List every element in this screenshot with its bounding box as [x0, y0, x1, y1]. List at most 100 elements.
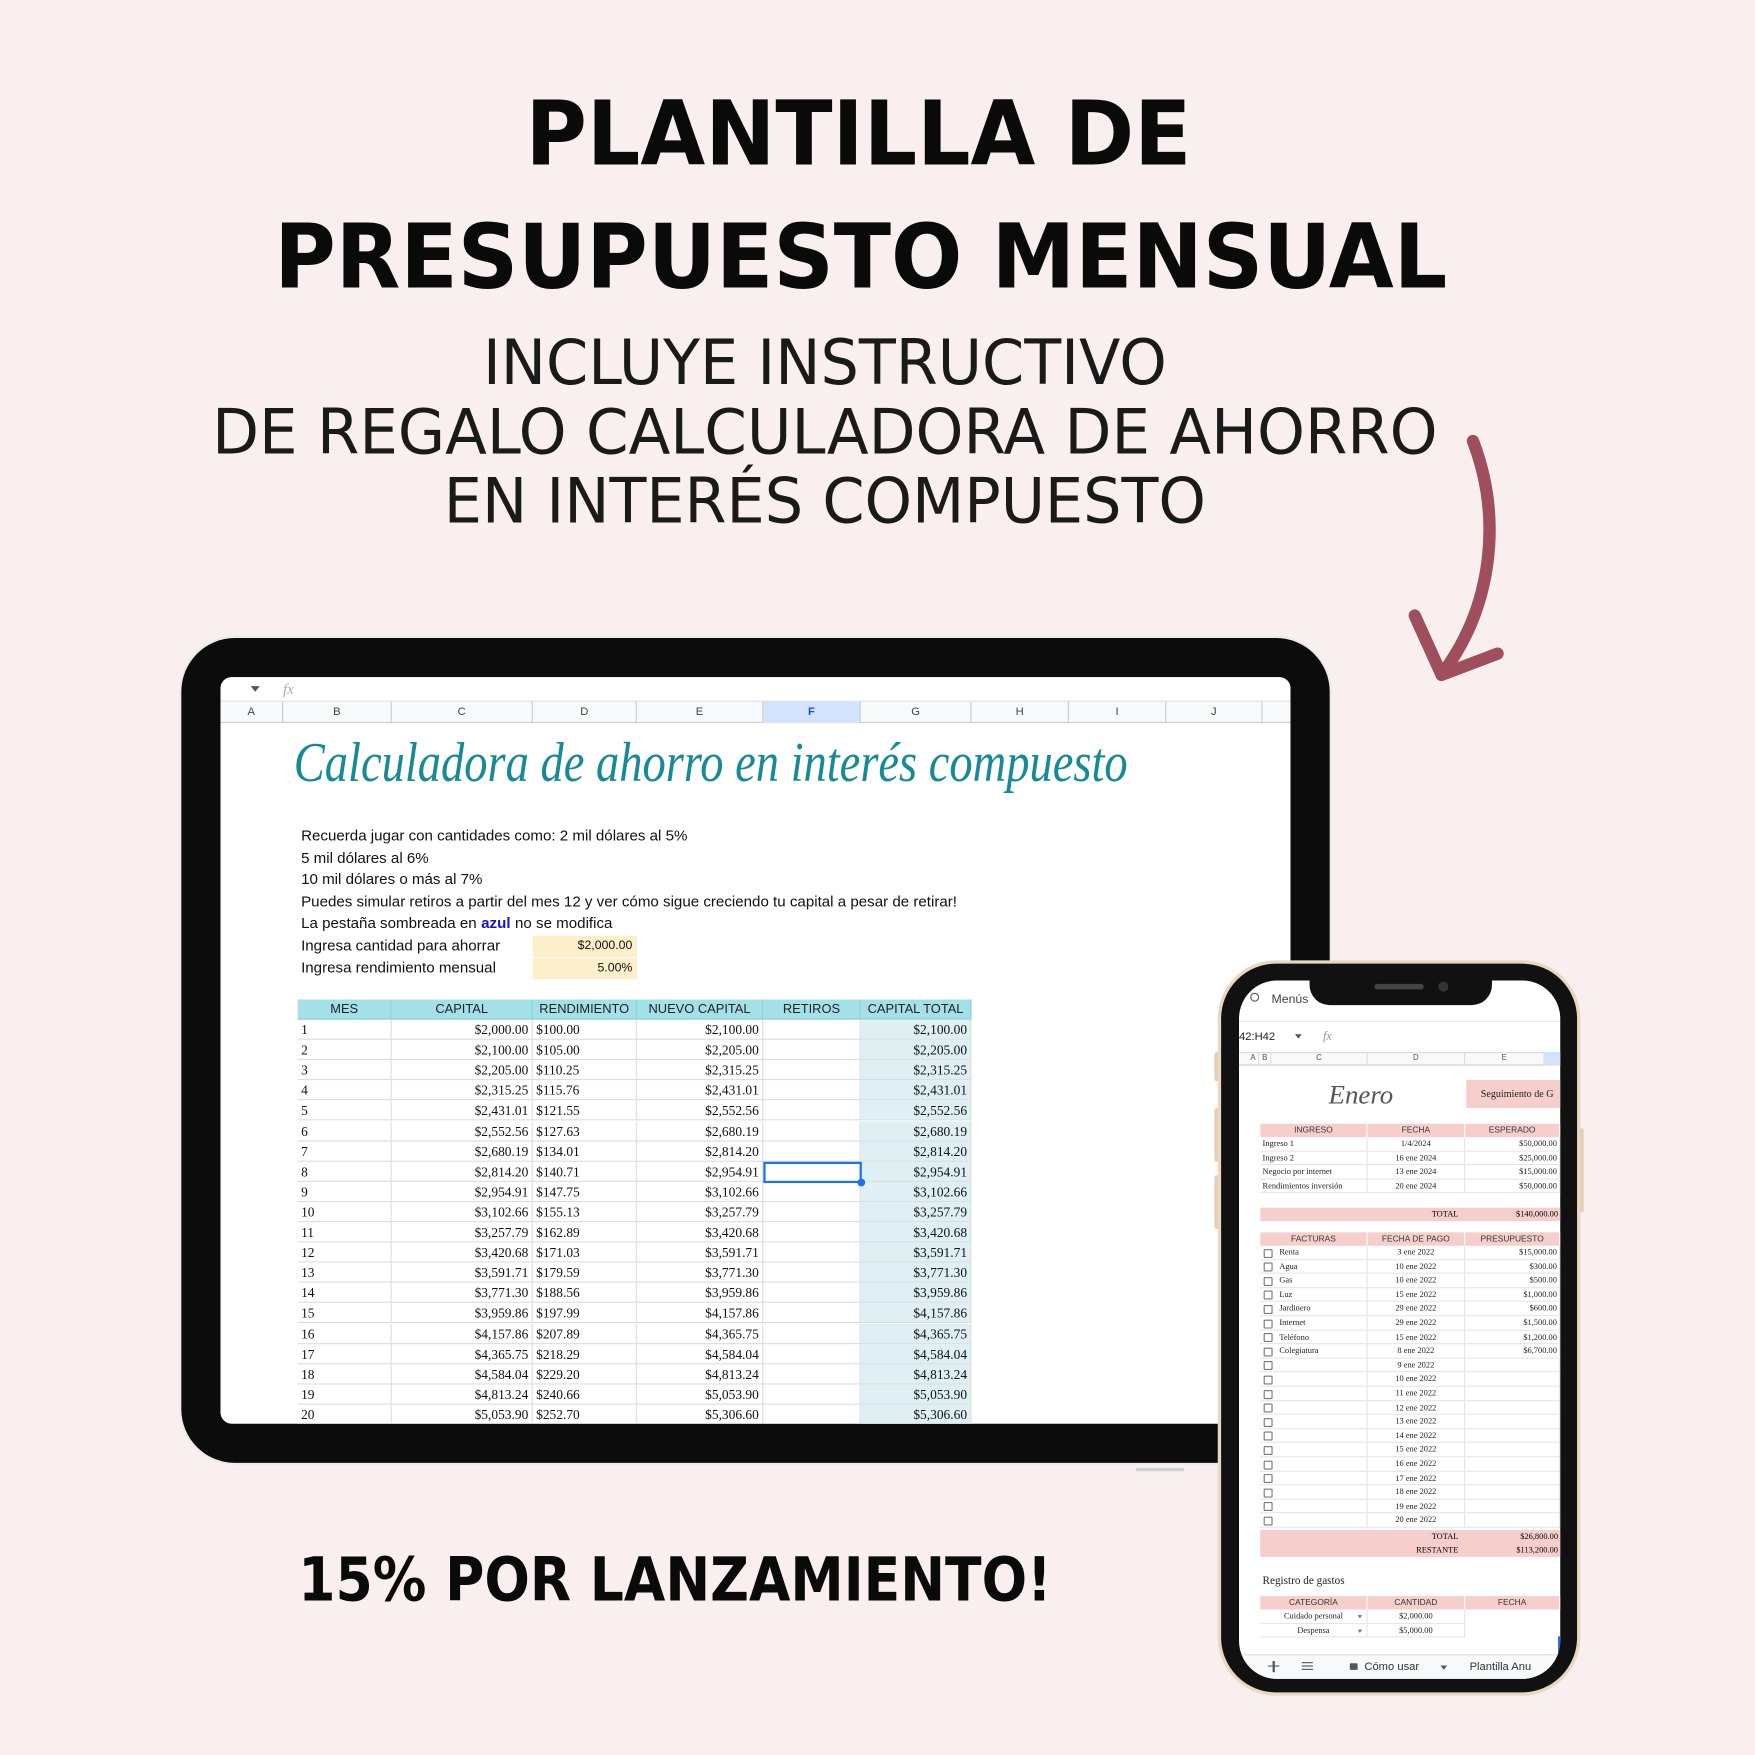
- income-cell: 1/4/2024: [1367, 1137, 1466, 1152]
- table-cell: $5,306.60: [860, 1404, 972, 1424]
- table-cell: 15: [297, 1303, 392, 1324]
- bill-cell: [1465, 1443, 1561, 1458]
- table-header: NUEVO CAPITAL: [636, 999, 764, 1020]
- table-cell: $3,102.66: [860, 1181, 972, 1202]
- table-cell: $134.01: [532, 1141, 637, 1162]
- selected-cell: [1558, 1636, 1561, 1653]
- table-cell: 16: [297, 1323, 392, 1344]
- bill-cell: Internet: [1260, 1316, 1368, 1331]
- sheet-list-icon: [1301, 1668, 1313, 1670]
- table-cell: $3,420.68: [636, 1222, 764, 1243]
- checkbox: [1263, 1431, 1273, 1441]
- table-cell: $155.13: [532, 1201, 637, 1223]
- subtitle: DE REGALO CALCULADORA DE AHORRO: [212, 395, 1438, 468]
- bill-cell: 18 ene 2022: [1367, 1485, 1466, 1500]
- add-sheet: [1273, 1660, 1275, 1673]
- bill-cell: 20 ene 2022: [1367, 1513, 1466, 1528]
- tablet-screen: fx A B C D E F G H I J Calculadora de ahorro en int…: [220, 677, 1291, 1424]
- bill-cell: 19 ene 2022: [1367, 1499, 1466, 1514]
- dropdown: [1357, 1629, 1363, 1633]
- checkbox: [1263, 1319, 1273, 1329]
- column-header-row: [220, 701, 1291, 724]
- table-cell: 20: [297, 1404, 392, 1424]
- table-cell: $140.71: [532, 1161, 637, 1182]
- bill-cell: [1465, 1485, 1561, 1500]
- summary-value: $113,200.00: [1516, 1544, 1559, 1555]
- formula-bar: [220, 677, 1291, 702]
- table-cell: $3,959.86: [636, 1283, 764, 1304]
- column-header: E: [1465, 1052, 1545, 1066]
- table-cell: $179.59: [532, 1262, 637, 1283]
- column-header: H: [972, 701, 1069, 724]
- table-header: FACTURAS: [1260, 1232, 1368, 1246]
- bill-cell: [1465, 1386, 1561, 1401]
- expense-cell: Despensa: [1260, 1623, 1368, 1638]
- checkbox: [1263, 1488, 1273, 1498]
- table-header: CAPITAL: [391, 999, 533, 1020]
- table-cell: $127.63: [532, 1120, 637, 1142]
- retiros-cell: [763, 1404, 861, 1424]
- table-cell: $2,100.00: [860, 1019, 972, 1040]
- checkbox: [1263, 1248, 1273, 1258]
- retiros-cell: [763, 1120, 861, 1142]
- bill-cell: $1,500.00: [1465, 1316, 1561, 1331]
- table-cell: $147.75: [532, 1181, 637, 1202]
- income-cell: Negocio por internet: [1260, 1165, 1368, 1180]
- bill-cell: [1260, 1429, 1368, 1444]
- phone-button: [1214, 1175, 1219, 1229]
- table-cell: 5: [297, 1100, 392, 1121]
- income-cell: Rendimientos inversión: [1260, 1179, 1368, 1194]
- table-cell: 11: [297, 1222, 392, 1243]
- bill-cell: [1260, 1372, 1368, 1387]
- table-header: INGRESO: [1260, 1123, 1368, 1138]
- table-cell: $3,959.86: [860, 1283, 972, 1304]
- table-cell: $4,813.24: [860, 1364, 972, 1385]
- phone-button: [1214, 1052, 1219, 1082]
- income-cell: Ingreso 2: [1260, 1151, 1368, 1166]
- income-cell: 20 ene 2024: [1367, 1179, 1466, 1194]
- total-row: [1260, 1207, 1561, 1222]
- table-header: CANTIDAD: [1367, 1596, 1466, 1610]
- bill-cell: 29 ene 2022: [1367, 1302, 1466, 1317]
- summary-label: TOTAL: [1431, 1531, 1459, 1542]
- table-cell: 12: [297, 1242, 392, 1263]
- table-cell: $3,771.30: [636, 1262, 764, 1283]
- checkbox: [1263, 1474, 1273, 1484]
- table-cell: $4,584.04: [860, 1343, 972, 1365]
- promo: 15% POR LANZAMIENTO!: [298, 1546, 1051, 1616]
- income-cell: 16 ene 2024: [1367, 1151, 1466, 1166]
- bill-cell: [1465, 1372, 1561, 1387]
- column-header: F: [763, 701, 861, 724]
- table-cell: $162.89: [532, 1222, 637, 1243]
- table-cell: $3,959.86: [391, 1303, 533, 1324]
- table-cell: $2,954.91: [860, 1161, 972, 1182]
- table-cell: $5,053.90: [391, 1404, 533, 1424]
- dropdown: [250, 686, 260, 692]
- income-cell: Ingreso 1: [1260, 1137, 1368, 1152]
- note-part: no se modifica: [515, 914, 613, 932]
- table-cell: $5,306.60: [636, 1404, 764, 1424]
- retiros-cell: [763, 1262, 861, 1283]
- bill-cell: [1260, 1414, 1368, 1430]
- table-cell: $197.99: [532, 1303, 637, 1324]
- input-label: Ingresa rendimiento mensual: [301, 959, 496, 976]
- shaded-note: La pestaña sombreada en azul no se modific…: [301, 913, 973, 933]
- bill-cell: [1260, 1358, 1368, 1373]
- retiros-cell: [763, 1060, 861, 1081]
- bill-cell: $1,000.00: [1465, 1288, 1561, 1303]
- table-cell: $207.89: [532, 1323, 637, 1344]
- checkbox: [1263, 1276, 1273, 1286]
- table-cell: $2,431.01: [636, 1080, 764, 1101]
- table-cell: $2,205.00: [391, 1060, 533, 1081]
- table-cell: $3,591.71: [636, 1242, 764, 1263]
- bill-cell: [1260, 1485, 1368, 1500]
- bill-cell: [1465, 1499, 1561, 1514]
- bill-cell: [1465, 1358, 1561, 1373]
- table-cell: $4,365.75: [636, 1323, 764, 1344]
- table-cell: $2,431.01: [860, 1080, 972, 1101]
- cell-ref: 42:H42: [1239, 1030, 1276, 1044]
- toolbar: [1239, 1020, 1561, 1022]
- table-cell: $2,205.00: [636, 1039, 764, 1061]
- bill-cell: $15,000.00: [1465, 1245, 1561, 1260]
- tab: Plantilla Anu: [1469, 1660, 1532, 1674]
